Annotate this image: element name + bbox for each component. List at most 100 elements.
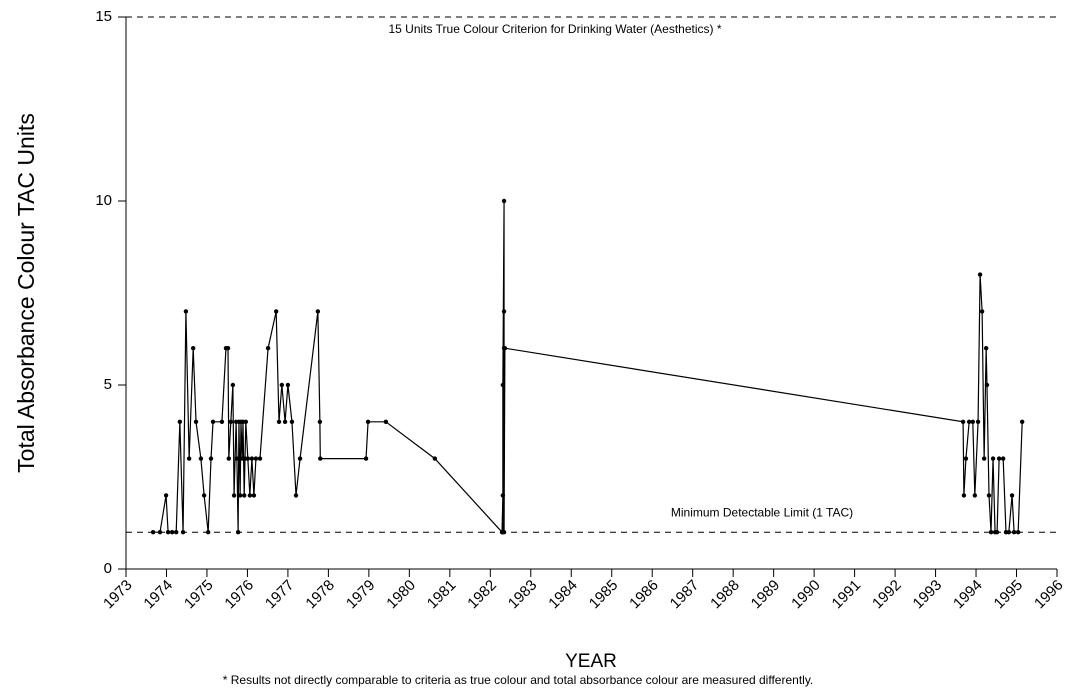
- x-tick-label: 1978: [302, 577, 338, 613]
- data-point: [501, 198, 507, 204]
- data-point: [243, 419, 249, 424]
- x-tick-label: 1993: [910, 577, 946, 613]
- data-point: [282, 419, 288, 424]
- data-point: [317, 419, 323, 424]
- data-point: [977, 272, 983, 277]
- data-point: [988, 530, 994, 535]
- data-point: [318, 456, 323, 461]
- reference-label: Minimum Detectable Limit (1 TAC): [671, 505, 853, 519]
- x-tick-label: 1982: [464, 577, 500, 613]
- x-tick-label: 1992: [869, 577, 905, 613]
- data-point: [297, 456, 303, 461]
- data-point: [500, 382, 506, 388]
- data-point: [251, 493, 257, 498]
- data-point: [173, 530, 179, 535]
- x-tick-label: 1996: [1031, 577, 1067, 613]
- data-point: [293, 493, 299, 498]
- data-point: [984, 382, 990, 388]
- x-tick-label: 1973: [100, 577, 136, 613]
- reference-label: 15 Units True Colour Criterion for Drink…: [389, 22, 722, 36]
- x-tick-label: 1979: [343, 577, 379, 613]
- data-point: [502, 346, 508, 351]
- data-point: [247, 493, 253, 498]
- y-axis-label: Total Absorbance Colour TAC Units: [13, 113, 39, 473]
- data-point: [241, 493, 247, 498]
- data-point: [963, 456, 969, 461]
- data-point: [177, 419, 183, 424]
- data-point: [198, 456, 204, 461]
- x-axis-label: YEAR: [565, 651, 617, 672]
- y-tick-label: 15: [95, 8, 112, 25]
- x-tick-label: 1980: [383, 577, 419, 613]
- data-point: [231, 493, 237, 498]
- data-point: [169, 530, 175, 535]
- data-point: [230, 382, 236, 388]
- x-tick-label: 1995: [991, 577, 1027, 613]
- data-point: [190, 346, 196, 351]
- data-point: [253, 456, 259, 461]
- data-point: [1019, 419, 1025, 424]
- data-point: [1015, 530, 1021, 535]
- data-point: [234, 456, 240, 461]
- data-point: [996, 456, 1002, 461]
- data-point: [249, 456, 255, 461]
- data-point: [500, 493, 506, 498]
- x-tick-label: 1991: [829, 577, 865, 613]
- data-point: [201, 493, 207, 498]
- data-point: [180, 530, 186, 535]
- data-point: [279, 382, 285, 388]
- x-tick-label: 1983: [505, 577, 541, 613]
- data-point: [365, 419, 371, 424]
- data-point: [265, 346, 271, 351]
- data-point: [975, 419, 981, 424]
- data-point: [205, 530, 211, 535]
- data-point: [970, 419, 976, 424]
- data-point: [245, 456, 251, 461]
- data-point: [150, 530, 156, 535]
- x-tick-label: 1985: [586, 577, 622, 613]
- footnote: * Results not directly comparable to cri…: [223, 673, 814, 687]
- y-tick-label: 10: [95, 192, 112, 209]
- data-line: [153, 200, 1023, 534]
- data-point: [226, 456, 232, 461]
- data-point: [273, 309, 279, 314]
- data-point: [186, 456, 192, 461]
- x-tick-label: 1986: [626, 577, 662, 613]
- data-point: [257, 456, 263, 461]
- data-point: [363, 456, 369, 461]
- data-point: [960, 419, 966, 424]
- data-point: [183, 309, 189, 314]
- x-tick-label: 1974: [140, 577, 176, 613]
- data-point: [193, 419, 199, 424]
- x-tick-label: 1977: [262, 577, 298, 613]
- data-point: [1006, 530, 1012, 535]
- data-point: [383, 419, 389, 424]
- x-tick-label: 1987: [667, 577, 703, 613]
- data-point: [1011, 530, 1017, 535]
- x-tick-label: 1976: [221, 577, 257, 613]
- data-point: [285, 382, 291, 388]
- x-tick-label: 1984: [545, 577, 581, 613]
- data-point: [157, 530, 163, 535]
- data-point: [983, 346, 989, 351]
- data-point: [163, 493, 169, 498]
- data-point: [228, 419, 234, 424]
- x-tick-label: 1990: [788, 577, 824, 613]
- data-point: [966, 419, 972, 424]
- data-point: [315, 309, 321, 314]
- data-point: [276, 419, 282, 424]
- data-point: [981, 456, 987, 461]
- x-tick-label: 1989: [748, 577, 784, 613]
- data-point: [1000, 456, 1006, 461]
- data-point: [986, 493, 992, 498]
- y-tick-label: 0: [104, 560, 112, 577]
- x-tick-label: 1994: [950, 577, 986, 613]
- data-point: [979, 309, 985, 314]
- data-point: [501, 309, 507, 314]
- data-point: [994, 530, 1000, 535]
- data-point: [210, 419, 216, 424]
- data-point: [225, 346, 231, 351]
- x-tick-label: 1975: [181, 577, 217, 613]
- x-tick-label: 1988: [707, 577, 743, 613]
- data-point: [237, 493, 243, 498]
